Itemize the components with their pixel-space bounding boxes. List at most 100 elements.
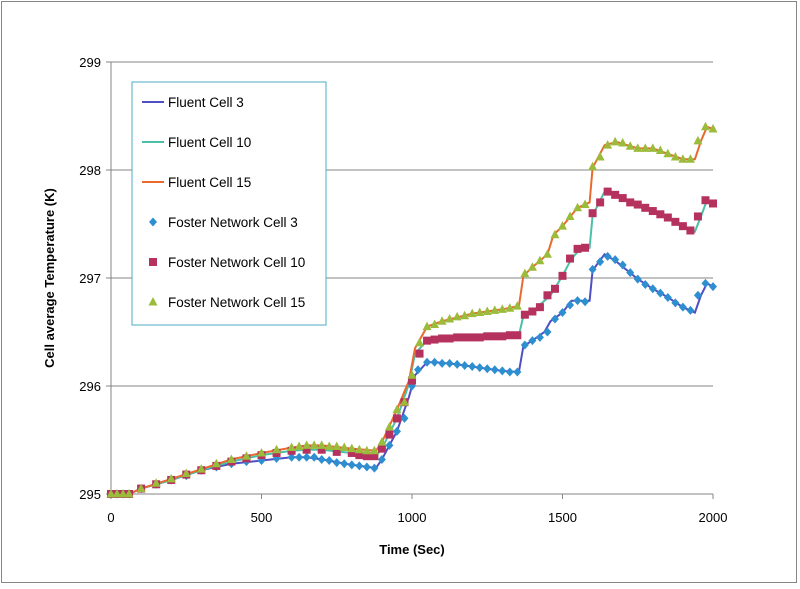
data-point-diamond: [385, 440, 394, 450]
data-point-triangle: [445, 314, 455, 323]
data-point-square: [671, 217, 680, 226]
data-point-triangle: [148, 297, 158, 306]
data-point-square: [430, 335, 439, 344]
data-point-square: [701, 196, 710, 205]
data-point-triangle: [392, 404, 402, 414]
data-point-triangle: [332, 441, 342, 450]
plot-area: [106, 121, 718, 499]
data-point-square: [558, 271, 567, 280]
data-point-diamond: [626, 268, 635, 278]
y-tick-labels: 295 296 297 298 299: [79, 55, 101, 502]
data-point-square: [483, 332, 492, 341]
data-point-diamond: [453, 359, 462, 369]
data-point-diamond: [686, 305, 695, 315]
data-point-triangle: [573, 202, 583, 212]
data-point-triangle: [625, 141, 635, 150]
data-point-diamond: [498, 366, 507, 376]
data-point-triangle: [618, 138, 628, 147]
data-point-triangle: [151, 478, 161, 487]
data-point-triangle: [512, 301, 522, 310]
data-point-triangle: [166, 473, 176, 483]
data-point-diamond: [656, 288, 665, 298]
legend: Fluent Cell 3 Fluent Cell 10 Fluent Cell 1…: [131, 81, 327, 326]
data-point-square: [438, 334, 447, 343]
y-tick-label: 296: [79, 379, 101, 394]
data-point-triangle: [693, 135, 703, 145]
data-point-triangle: [527, 262, 537, 271]
data-point-triangle: [437, 316, 447, 325]
data-point-square: [686, 226, 695, 235]
data-point-square: [505, 331, 514, 340]
data-point-diamond: [701, 278, 710, 288]
data-point-diamond: [310, 452, 319, 462]
data-point-square: [498, 332, 507, 341]
data-point-triangle: [354, 444, 364, 454]
data-point-triangle: [558, 221, 567, 230]
data-point-diamond: [302, 452, 311, 462]
data-point-square: [415, 349, 424, 358]
data-point-diamond: [423, 357, 432, 367]
data-point-square: [633, 200, 642, 209]
data-point-triangle: [708, 123, 718, 133]
data-point-triangle: [384, 422, 394, 431]
data-point-diamond: [475, 363, 484, 373]
legend-label: Fluent Cell 3: [168, 95, 244, 110]
data-point-triangle: [369, 445, 379, 455]
data-point-square: [513, 331, 522, 340]
data-point-diamond: [603, 251, 612, 261]
data-point-square: [648, 207, 657, 216]
data-point-triangle: [610, 136, 620, 146]
data-point-triangle: [257, 447, 266, 457]
data-point-triangle: [685, 154, 695, 163]
data-point-triangle: [550, 229, 560, 239]
data-point-diamond: [430, 357, 439, 367]
data-point-diamond: [295, 452, 304, 462]
data-point-square: [709, 199, 717, 208]
data-point-triangle: [595, 152, 605, 161]
data-point-diamond: [709, 282, 717, 292]
data-point-diamond: [693, 290, 702, 300]
data-point-square: [385, 430, 394, 439]
data-point-square: [149, 258, 157, 266]
data-point-diamond: [438, 358, 447, 368]
data-point-square: [603, 187, 612, 196]
data-point-square: [377, 444, 386, 453]
data-point-triangle: [302, 440, 312, 449]
data-point-diamond: [678, 302, 687, 312]
legend-label: Fluent Cell 15: [168, 175, 251, 190]
data-point-diamond: [287, 452, 296, 462]
data-point-diamond: [149, 217, 157, 227]
y-tick-label: 298: [79, 163, 101, 178]
data-point-square: [445, 334, 454, 343]
data-point-square: [453, 333, 462, 342]
data-point-diamond: [377, 454, 386, 464]
data-point-diamond: [543, 327, 552, 337]
data-point-triangle: [648, 143, 658, 152]
data-point-diamond: [414, 365, 423, 375]
data-point-triangle: [377, 437, 387, 446]
data-point-triangle: [339, 442, 349, 452]
data-point-square: [468, 333, 477, 342]
data-point-square: [355, 451, 364, 460]
data-point-triangle: [118, 489, 128, 498]
data-point-triangle: [452, 311, 462, 321]
data-point-triangle: [475, 307, 485, 317]
data-point-triangle: [422, 321, 432, 331]
data-point-square: [475, 333, 484, 342]
data-point-square: [317, 445, 326, 454]
data-point-triangle: [542, 249, 552, 258]
data-point-triangle: [415, 337, 425, 347]
data-point-square: [581, 243, 590, 252]
data-point-diamond: [641, 279, 650, 289]
marker-series: [106, 121, 718, 498]
data-point-diamond: [573, 296, 582, 306]
data-point-square: [362, 452, 371, 461]
data-point-triangle: [106, 489, 116, 498]
data-point-diamond: [317, 454, 326, 464]
data-point-diamond: [581, 297, 590, 307]
data-point-diamond: [588, 264, 597, 274]
data-point-square: [596, 198, 605, 207]
data-point-triangle: [535, 255, 545, 265]
legend-label: Foster Network Cell 3: [168, 215, 298, 230]
